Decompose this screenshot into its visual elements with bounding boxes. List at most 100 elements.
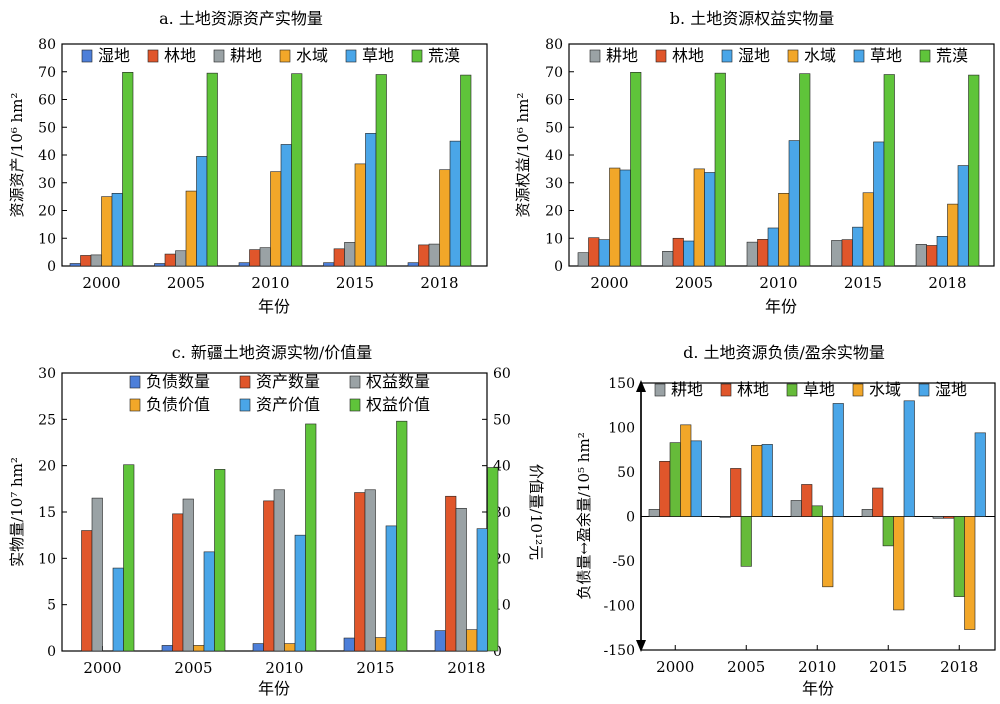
y-tick-label-right-c: 0 <box>493 644 502 660</box>
bar-d <box>801 484 813 517</box>
bar-b <box>778 192 790 267</box>
bar-a <box>196 156 208 267</box>
legend-swatch-c <box>349 398 361 412</box>
legend-swatch-a <box>213 49 225 63</box>
legend-label-c: 负债价值 <box>146 395 210 414</box>
bar-a <box>270 171 282 267</box>
bar-a <box>449 140 461 267</box>
bar-a <box>259 247 271 267</box>
bar-b <box>683 240 695 267</box>
legend-swatch-b <box>589 49 601 63</box>
y-tick-label-c: 10 <box>38 551 56 567</box>
x-tick-label-b: 2005 <box>675 274 713 292</box>
bar-a <box>354 163 366 267</box>
x-axis-label-c: 年份 <box>258 679 290 698</box>
legend-swatch-d <box>918 383 930 397</box>
y-tick-label-a: 10 <box>38 231 56 247</box>
bar-c <box>193 645 205 652</box>
x-tick-label-c: 2018 <box>447 659 485 677</box>
bar-a <box>439 169 451 267</box>
bar-b <box>862 192 874 267</box>
bar-a <box>291 73 303 267</box>
bar-a <box>101 196 113 267</box>
bar-d <box>893 516 905 611</box>
chart-title-b: b. 土地资源权益实物量 <box>670 9 834 28</box>
bar-d <box>932 516 944 519</box>
bar-d <box>943 516 955 519</box>
axis-arrow-down-d <box>636 640 646 652</box>
bar-d <box>790 500 802 517</box>
bar-c <box>385 525 397 652</box>
bar-b <box>788 140 800 267</box>
bar-c <box>263 500 275 652</box>
bar-b <box>630 72 642 267</box>
legend-label-a: 水域 <box>296 46 328 65</box>
bar-b <box>968 74 980 267</box>
legend-swatch-a <box>147 49 159 63</box>
legend-label-a: 林地 <box>164 46 196 65</box>
bar-c <box>354 492 366 652</box>
bar-c <box>445 495 457 652</box>
bar-c <box>294 534 306 652</box>
bar-c <box>252 643 264 652</box>
bar-c <box>396 420 408 652</box>
bar-b <box>619 169 631 267</box>
legend-swatch-a <box>345 49 357 63</box>
bar-c <box>172 513 184 652</box>
bar-b <box>693 168 705 267</box>
legend-label-b: 林地 <box>672 46 704 65</box>
legend-label-d: 草地 <box>803 380 835 399</box>
legend-label-b: 荒漠 <box>936 46 968 65</box>
legend-label-d: 水域 <box>869 380 901 399</box>
bar-d <box>648 509 660 517</box>
legend-label-a: 草地 <box>362 46 394 65</box>
legend-label-b: 水域 <box>804 46 836 65</box>
legend-label-b: 湿地 <box>738 46 770 65</box>
y-axis-label-c: 实物量/10⁷ hm² <box>8 457 26 567</box>
x-axis-label-b: 年份 <box>765 297 797 316</box>
y-axis-label-d: 负债量↔盈余量/10⁵ hm² <box>575 432 593 599</box>
y-tick-label-c: 0 <box>47 644 56 660</box>
bar-d <box>882 516 894 547</box>
y-tick-label-d: -100 <box>604 599 635 615</box>
bar-a <box>407 262 419 267</box>
bar-b <box>588 237 600 267</box>
x-tick-label-a: 2015 <box>336 274 374 292</box>
bar-d <box>680 424 692 517</box>
bar-b <box>841 239 853 267</box>
x-tick-label-d: 2015 <box>869 658 907 676</box>
legend-label-d: 湿地 <box>935 380 967 399</box>
bar-b <box>598 239 610 267</box>
bar-a <box>69 263 81 267</box>
bar-b <box>957 165 969 267</box>
y-tick-label-d: 0 <box>626 510 635 526</box>
bar-a <box>111 192 123 267</box>
x-tick-label-d: 2000 <box>656 658 694 676</box>
bar-d <box>861 509 873 517</box>
x-tick-label-b: 2000 <box>590 274 628 292</box>
bar-b <box>873 141 885 267</box>
y-tick-label-b: 80 <box>545 37 563 53</box>
bar-a <box>365 133 377 267</box>
bar-c <box>343 637 355 652</box>
bar-a <box>418 244 430 267</box>
y-tick-label-c: 20 <box>38 459 56 475</box>
bar-c <box>487 467 499 652</box>
legend-label-d: 林地 <box>737 380 769 399</box>
y-tick-label-d: 100 <box>608 421 635 437</box>
x-tick-label-c: 2010 <box>265 659 303 677</box>
bar-c <box>214 469 226 652</box>
bar-a <box>185 190 197 267</box>
y-axis-label-b: 资源权益/10⁶ hm² <box>514 93 532 218</box>
bar-b <box>852 226 864 267</box>
bar-b <box>831 240 843 267</box>
y-tick-label-d: 50 <box>617 465 635 481</box>
legend-swatch-a <box>81 49 93 63</box>
bar-a <box>344 242 356 267</box>
legend-swatch-c <box>349 375 361 389</box>
y-tick-label-d: -150 <box>604 643 635 659</box>
bar-c <box>123 464 135 652</box>
y-axis-label-c-right: 价值量/10¹²元 <box>527 464 545 560</box>
legend-swatch-c <box>239 375 251 389</box>
